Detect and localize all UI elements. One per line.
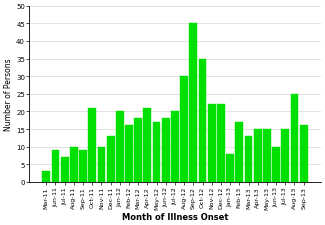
Bar <box>144 108 151 182</box>
Bar <box>171 112 179 182</box>
Bar <box>254 129 262 182</box>
Bar <box>42 171 50 182</box>
Bar <box>189 24 197 182</box>
Bar <box>79 151 87 182</box>
Bar <box>116 112 124 182</box>
Bar <box>61 158 69 182</box>
Bar <box>281 129 289 182</box>
Bar <box>226 154 234 182</box>
Bar <box>52 151 59 182</box>
Bar <box>153 122 161 182</box>
Bar <box>300 126 307 182</box>
Bar <box>88 108 96 182</box>
Bar <box>272 147 280 182</box>
Bar <box>291 94 298 182</box>
Bar <box>134 119 142 182</box>
Bar <box>235 122 243 182</box>
Bar <box>217 105 225 182</box>
Bar <box>70 147 78 182</box>
Y-axis label: Number of Persons: Number of Persons <box>4 58 13 130</box>
Bar <box>125 126 133 182</box>
Bar <box>208 105 216 182</box>
Bar <box>245 137 253 182</box>
X-axis label: Month of Illness Onset: Month of Illness Onset <box>122 212 228 221</box>
Bar <box>180 77 188 182</box>
Bar <box>107 137 114 182</box>
Bar <box>162 119 170 182</box>
Bar <box>199 59 206 182</box>
Bar <box>98 147 105 182</box>
Bar <box>263 129 271 182</box>
